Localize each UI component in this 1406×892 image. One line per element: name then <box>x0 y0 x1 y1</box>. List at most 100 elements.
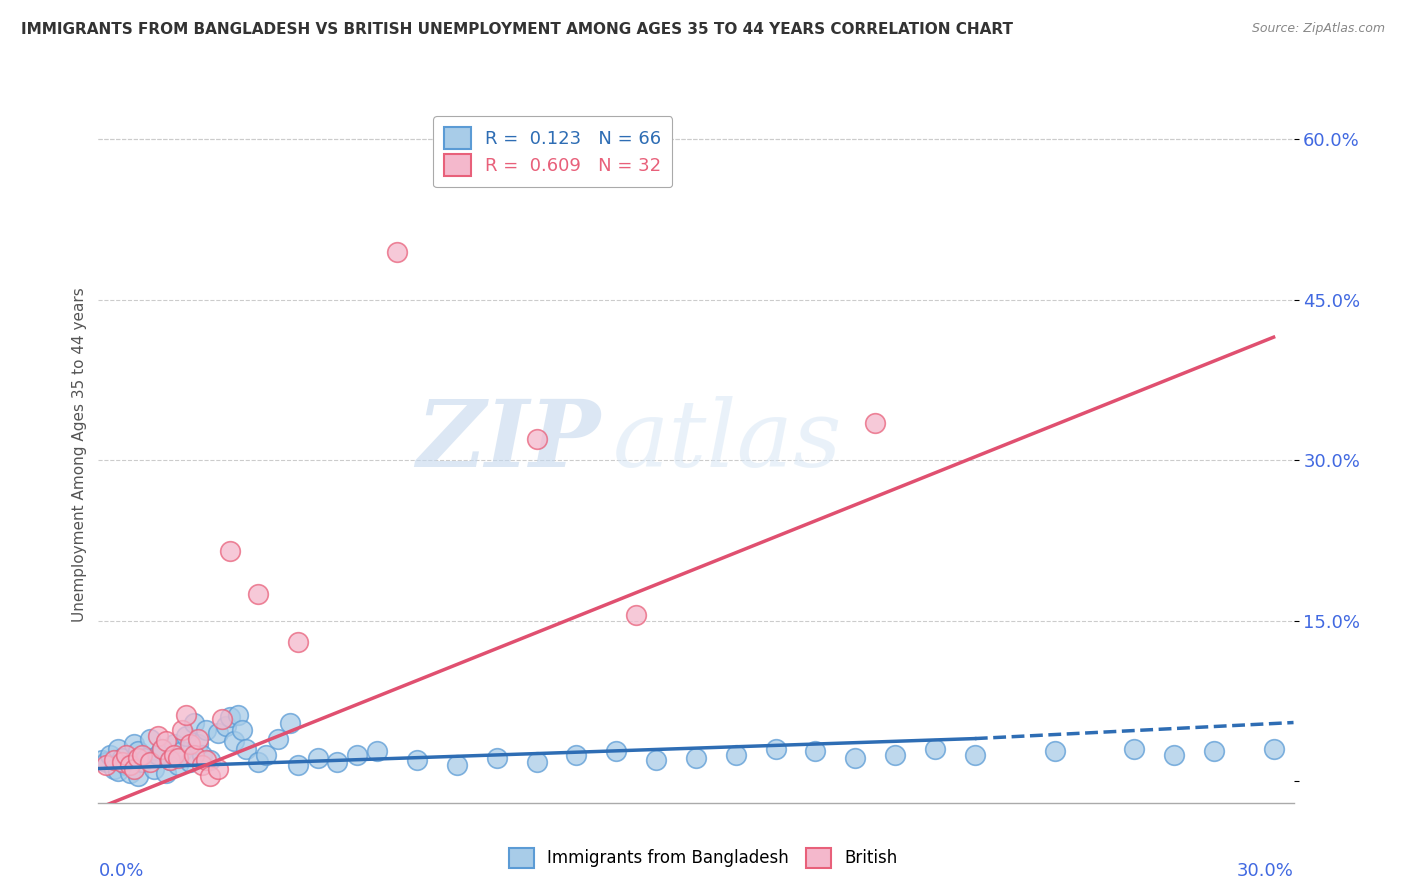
Point <box>211 712 233 726</box>
Point <box>685 751 707 765</box>
Point <box>98 747 122 762</box>
Point <box>179 755 201 769</box>
Point <box>267 731 290 746</box>
Point <box>111 751 134 765</box>
Point <box>219 710 242 724</box>
Point <box>163 737 186 751</box>
Point <box>111 755 134 769</box>
Point <box>127 744 149 758</box>
Point <box>172 744 194 758</box>
Point <box>307 751 329 765</box>
Point <box>150 742 173 756</box>
Point <box>124 737 146 751</box>
Point <box>172 723 194 737</box>
Point <box>406 753 429 767</box>
Point <box>103 762 125 776</box>
Point <box>191 758 214 772</box>
Point <box>1202 744 1225 758</box>
Point <box>183 715 205 730</box>
Point <box>187 737 209 751</box>
Point <box>207 762 229 776</box>
Y-axis label: Unemployment Among Ages 35 to 44 years: Unemployment Among Ages 35 to 44 years <box>72 287 87 623</box>
Text: 0.0%: 0.0% <box>98 862 143 880</box>
Point <box>167 751 190 765</box>
Text: Source: ZipAtlas.com: Source: ZipAtlas.com <box>1251 22 1385 36</box>
Point <box>96 758 118 772</box>
Point <box>724 747 747 762</box>
Point <box>159 753 181 767</box>
Point <box>120 765 142 780</box>
Point <box>624 608 647 623</box>
Point <box>115 747 138 762</box>
Point <box>215 719 238 733</box>
Point <box>174 730 197 744</box>
Point <box>222 733 245 747</box>
Point <box>963 747 986 762</box>
Point <box>96 755 118 769</box>
Point <box>194 753 218 767</box>
Point <box>115 758 138 772</box>
Point <box>605 744 627 758</box>
Point <box>287 758 309 772</box>
Legend: Immigrants from Bangladesh, British: Immigrants from Bangladesh, British <box>502 841 904 875</box>
Point <box>844 751 866 765</box>
Point <box>884 747 907 762</box>
Point <box>765 742 787 756</box>
Point <box>219 544 242 558</box>
Point <box>194 723 218 737</box>
Point <box>287 635 309 649</box>
Point <box>645 753 668 767</box>
Point <box>526 755 548 769</box>
Point <box>346 747 368 762</box>
Point <box>226 708 249 723</box>
Point <box>139 755 162 769</box>
Point <box>207 726 229 740</box>
Point <box>148 730 170 744</box>
Point <box>1263 742 1285 756</box>
Text: 30.0%: 30.0% <box>1237 862 1294 880</box>
Point <box>139 731 162 746</box>
Point <box>163 747 186 762</box>
Point <box>167 758 190 772</box>
Point <box>120 758 142 772</box>
Point <box>198 769 221 783</box>
Text: ZIP: ZIP <box>416 396 600 486</box>
Point <box>155 733 177 747</box>
Point <box>103 753 125 767</box>
Point <box>924 742 946 756</box>
Point <box>127 751 149 765</box>
Point <box>235 742 257 756</box>
Point <box>91 753 114 767</box>
Point <box>1163 747 1185 762</box>
Point <box>1043 744 1066 758</box>
Point <box>150 742 173 756</box>
Point <box>1123 742 1146 756</box>
Point <box>385 244 409 259</box>
Point <box>143 762 166 776</box>
Point <box>148 747 170 762</box>
Point <box>526 432 548 446</box>
Point <box>565 747 588 762</box>
Point <box>246 755 269 769</box>
Point <box>127 769 149 783</box>
Point <box>485 751 508 765</box>
Point <box>159 753 181 767</box>
Point <box>326 755 349 769</box>
Point <box>107 742 129 756</box>
Point <box>278 715 301 730</box>
Point <box>155 765 177 780</box>
Point <box>246 587 269 601</box>
Point <box>198 753 221 767</box>
Legend: R =  0.123   N = 66, R =  0.609   N = 32: R = 0.123 N = 66, R = 0.609 N = 32 <box>433 116 672 187</box>
Point <box>183 747 205 762</box>
Point <box>804 744 827 758</box>
Point <box>187 731 209 746</box>
Point <box>124 762 146 776</box>
Point <box>446 758 468 772</box>
Point <box>254 747 277 762</box>
Point <box>863 416 886 430</box>
Text: IMMIGRANTS FROM BANGLADESH VS BRITISH UNEMPLOYMENT AMONG AGES 35 TO 44 YEARS COR: IMMIGRANTS FROM BANGLADESH VS BRITISH UN… <box>21 22 1014 37</box>
Point <box>231 723 253 737</box>
Point <box>135 751 157 765</box>
Point <box>131 747 153 762</box>
